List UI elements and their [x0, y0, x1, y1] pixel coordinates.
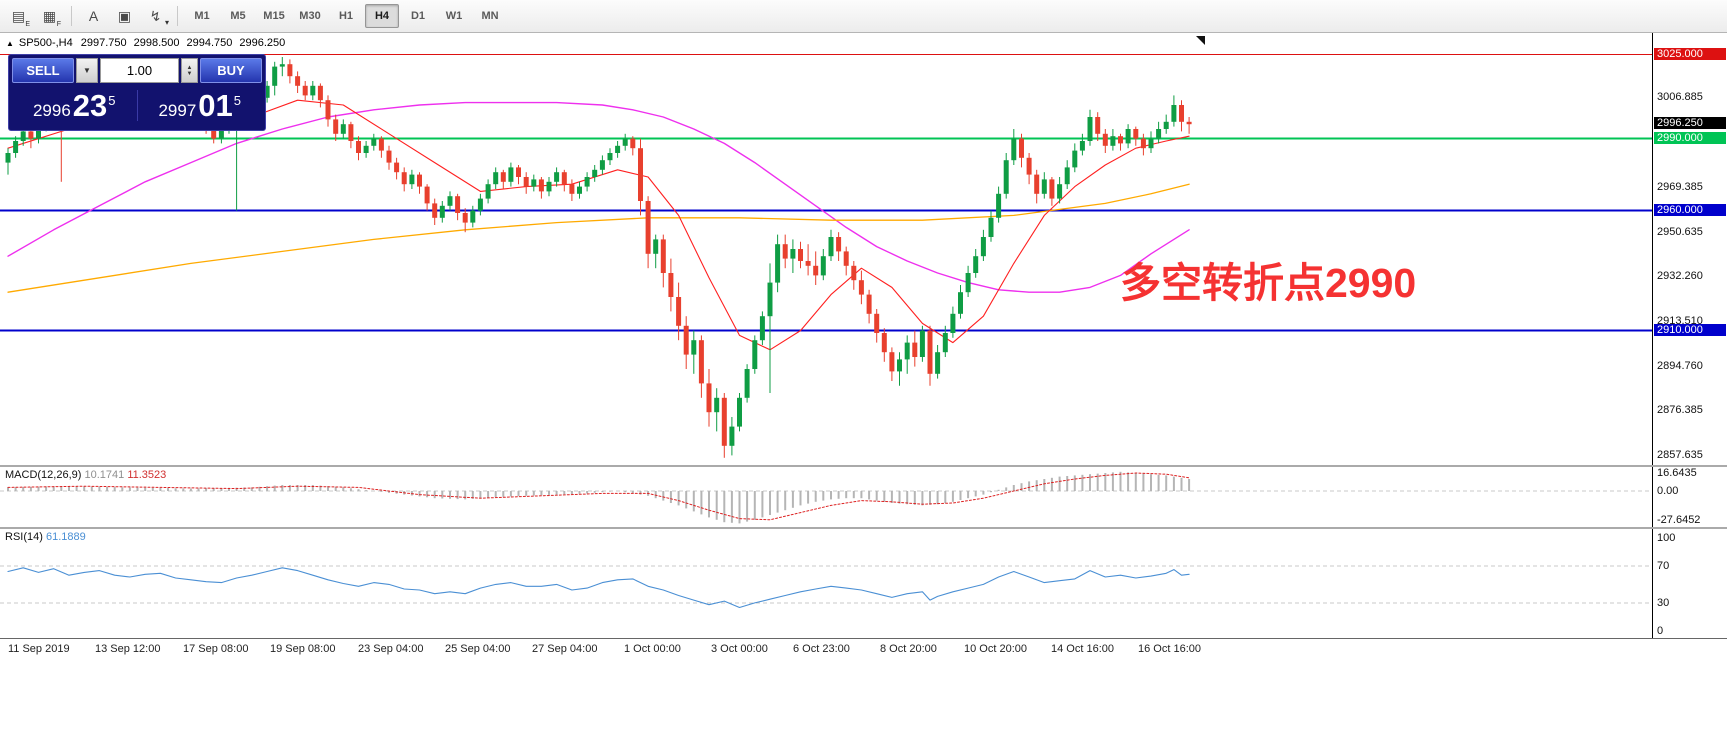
- ohlc-high: 2998.500: [133, 37, 180, 49]
- chevron-down-icon: ▾: [164, 18, 169, 27]
- ma-slow-line: [7, 101, 1190, 293]
- price-axis-label: 2876.385: [1657, 404, 1703, 417]
- main-chart-plot[interactable]: ▲ SP500-,H4 2997.750 2998.500 2994.750 2…: [0, 33, 1652, 465]
- time-axis[interactable]: 11 Sep 2019 13 Sep 12:00 17 Sep 08:00 19 Se…: [0, 638, 1727, 659]
- order-type-dropdown[interactable]: ▼: [76, 58, 98, 83]
- tf-d1-button[interactable]: D1: [410, 10, 426, 22]
- time-axis-label: 11 Sep 2019: [8, 643, 70, 655]
- tf-m15-button[interactable]: M15: [263, 10, 285, 22]
- macd-axis-label: 0.00: [1657, 485, 1679, 497]
- toolbar: ▤ E ▦ F A ▣ ↯ ▾ M1 M5 M15 M30 H1 H4 D1 W1 M…: [0, 0, 1727, 33]
- rsi-axis[interactable]: 100 70 30 0: [1652, 529, 1727, 638]
- bid-price: 2996 23 5: [12, 89, 138, 121]
- price-axis-label: 3006.885: [1657, 91, 1703, 104]
- main-chart-row: ▲ SP500-,H4 2997.750 2998.500 2994.750 2…: [0, 33, 1727, 465]
- ma-mid-line: [7, 183, 1190, 293]
- macd-signal-value: 11.3523: [127, 469, 167, 481]
- bottom-space: [0, 659, 1727, 732]
- time-axis-label: 13 Sep 12:00: [95, 643, 161, 655]
- toolbar-separator: [71, 6, 72, 26]
- macd-label: MACD(12,26,9) 10.1741 11.3523: [5, 469, 167, 481]
- object-frame-icon[interactable]: ▣: [117, 7, 132, 24]
- macd-chart: [0, 471, 1652, 524]
- panel-splitter[interactable]: [0, 465, 1727, 467]
- rsi-axis-label: 100: [1657, 532, 1676, 545]
- tf-m5-button[interactable]: M5: [230, 10, 246, 22]
- macd-axis[interactable]: 16.6435 0.00 -27.6452: [1652, 467, 1727, 527]
- ohlc-open: 2997.750: [80, 37, 127, 49]
- time-axis-label: 1 Oct 00:00: [624, 643, 681, 655]
- time-axis-label: 3 Oct 00:00: [711, 643, 768, 655]
- time-axis-label: 27 Sep 04:00: [532, 643, 598, 655]
- tf-h4-button[interactable]: H4: [365, 4, 399, 28]
- price-axis-label: 2969.385: [1657, 181, 1703, 194]
- ohlc-header: ▲ SP500-,H4 2997.750 2998.500 2994.750 2…: [6, 37, 292, 49]
- time-axis-label: 6 Oct 23:00: [793, 643, 850, 655]
- chart-annotation-text: 多空转折点2990: [1120, 260, 1417, 306]
- tf-h1-button[interactable]: H1: [338, 10, 354, 22]
- volume-stepper[interactable]: ▲ ▼: [181, 58, 198, 83]
- time-axis-label: 10 Oct 20:00: [964, 643, 1027, 655]
- volume-input[interactable]: [100, 58, 179, 83]
- macd-main-value: 10.1741: [84, 469, 125, 481]
- rsi-panel[interactable]: RSI(14) 61.1889: [0, 529, 1652, 638]
- toolbar-separator: [177, 6, 178, 26]
- price-axis-tag: 2910.000: [1654, 323, 1726, 336]
- line-studies-dropdown-icon[interactable]: ↯ ▾: [149, 7, 169, 28]
- price-axis-label: 2894.760: [1657, 360, 1703, 373]
- ohlc-low: 2994.750: [186, 37, 233, 49]
- ohlc-close: 2996.250: [239, 37, 286, 49]
- macd-axis-label: -27.6452: [1657, 514, 1701, 526]
- rsi-axis-label: 70: [1657, 559, 1670, 572]
- ma-fast-line: [7, 99, 1190, 351]
- time-axis-label: 17 Sep 08:00: [183, 643, 249, 655]
- price-axis[interactable]: 3006.885 2969.385 2950.635 2932.260 2913.510…: [1652, 33, 1727, 465]
- grid-glyph: ▦: [42, 7, 57, 24]
- time-axis-label: 23 Sep 04:00: [358, 643, 424, 655]
- price-axis-tag: 2996.250: [1654, 116, 1726, 129]
- price-axis-label: 2857.635: [1657, 449, 1703, 462]
- macd-signal-line: [7, 472, 1190, 521]
- ask-price: 2997 01 5: [158, 87, 242, 123]
- macd-row: MACD(12,26,9) 10.1741 11.3523 16.6435 0.0…: [0, 467, 1727, 527]
- rsi-chart: [0, 565, 1652, 609]
- spin-down-icon: ▼: [186, 70, 193, 77]
- spin-up-icon: ▲: [186, 64, 193, 71]
- text-tool-icon[interactable]: A: [88, 8, 99, 24]
- price-axis-tag: 3025.000: [1654, 47, 1726, 60]
- price-axis-tag: 2990.000: [1654, 131, 1726, 144]
- rsi-label: RSI(14) 61.1889: [5, 531, 86, 543]
- macd-histogram: [7, 471, 1191, 524]
- one-click-collapse-icon[interactable]: ▲: [6, 38, 14, 48]
- tf-w1-button[interactable]: W1: [445, 10, 463, 22]
- tf-mn-button[interactable]: MN: [481, 10, 499, 22]
- time-axis-label: 25 Sep 04:00: [445, 643, 511, 655]
- grid-profile-icon[interactable]: ▦ F: [42, 7, 61, 29]
- rsi-axis-label: 30: [1657, 596, 1670, 609]
- macd-panel[interactable]: MACD(12,26,9) 10.1741 11.3523: [0, 467, 1652, 527]
- buy-button[interactable]: BUY: [200, 58, 262, 83]
- tf-m30-button[interactable]: M30: [299, 10, 321, 22]
- panel-splitter[interactable]: [0, 527, 1727, 529]
- time-axis-label: 14 Oct 16:00: [1051, 643, 1114, 655]
- time-axis-label: 8 Oct 20:00: [880, 643, 937, 655]
- rsi-row: RSI(14) 61.1889 100 70 30 0: [0, 529, 1727, 638]
- macd-axis-label: 16.6435: [1657, 467, 1697, 479]
- rsi-line: [7, 567, 1190, 609]
- price-axis-label: 2932.260: [1657, 270, 1703, 283]
- chart-template-glyph: ▤: [11, 7, 26, 24]
- shift-marker-icon: [1196, 36, 1205, 45]
- tf-m1-button[interactable]: M1: [194, 10, 210, 22]
- time-axis-label: 16 Oct 16:00: [1138, 643, 1201, 655]
- price-axis-tag: 2960.000: [1654, 203, 1726, 216]
- symbol-timeframe: SP500-,H4: [18, 37, 73, 49]
- price-axis-label: 2950.635: [1657, 226, 1703, 239]
- rsi-value: 61.1889: [45, 531, 86, 543]
- sell-button[interactable]: SELL: [12, 58, 74, 83]
- rsi-axis-label: 0: [1657, 624, 1664, 637]
- time-axis-label: 19 Sep 08:00: [270, 643, 336, 655]
- chart-template-icon[interactable]: ▤ E: [11, 7, 30, 29]
